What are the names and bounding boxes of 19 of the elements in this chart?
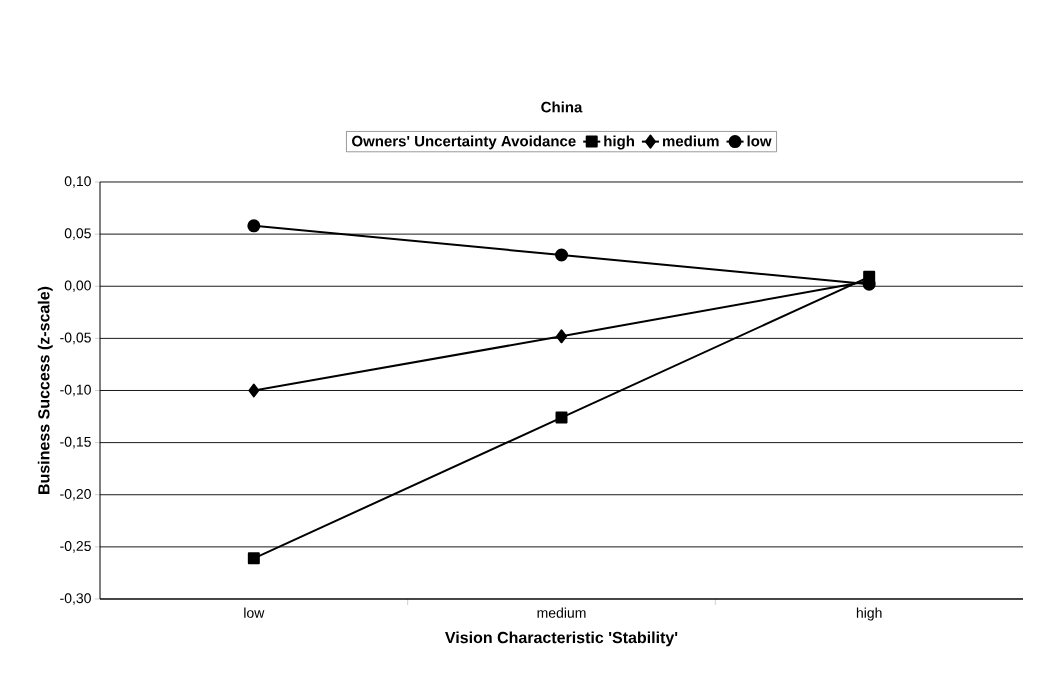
x-axis-title: Vision Characteristic 'Stability': [445, 631, 678, 647]
legend-label: medium: [662, 135, 719, 147]
x-tick-label: low: [244, 607, 265, 618]
chart-title: China: [541, 101, 583, 113]
y-tick-label: -0,05: [60, 332, 91, 345]
y-tick-label: -0,15: [60, 436, 91, 449]
y-tick-label: 0,00: [64, 280, 91, 293]
legend-label: low: [747, 135, 772, 147]
legend-title: Owners' Uncertainty Avoidance: [352, 135, 576, 150]
x-tick-label: high: [856, 607, 882, 621]
legend-label: high: [604, 135, 634, 150]
y-tick-label: -0,30: [60, 593, 91, 605]
y-tick-label: -0,10: [60, 384, 91, 397]
x-tick-label: medium: [537, 607, 586, 618]
y-tick-label: 0,05: [64, 228, 91, 240]
y-tick-label: -0,20: [60, 488, 91, 501]
y-axis-title: Business Success (z-scale): [37, 286, 53, 494]
y-tick-label: -0,25: [60, 541, 91, 553]
y-tick-label: 0,10: [64, 176, 91, 188]
